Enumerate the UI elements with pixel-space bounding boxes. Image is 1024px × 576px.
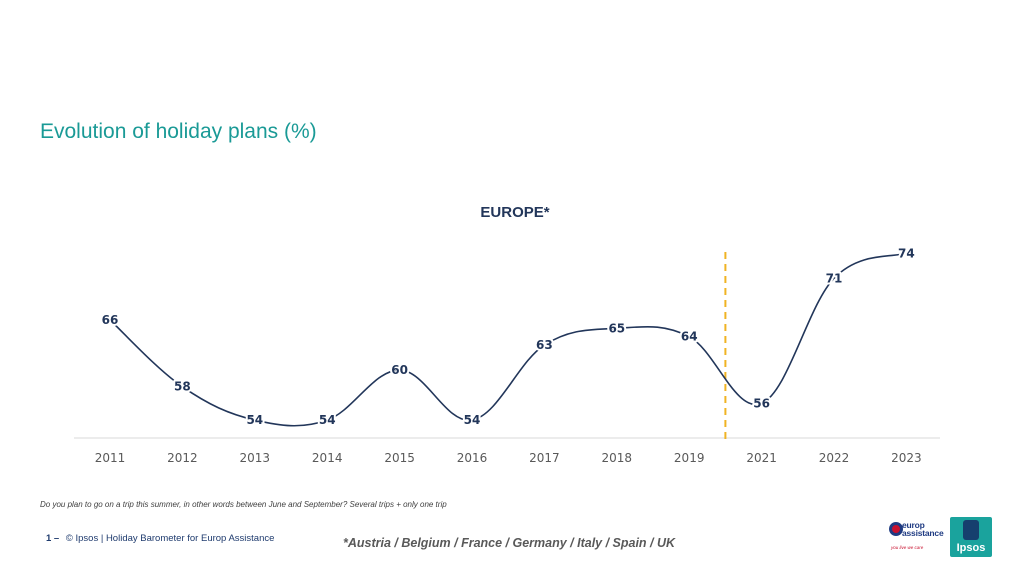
data-label-2014: 54 — [319, 413, 336, 427]
data-label-2013: 54 — [246, 413, 263, 427]
series-line-europe — [109, 252, 907, 427]
europ-assistance-wordmark: europ assistance — [902, 520, 944, 538]
page-number: 1 – — [46, 533, 60, 544]
europ-assistance-logo: europ assistance you live we care — [887, 518, 944, 558]
data-label-2015: 60 — [391, 363, 408, 377]
x-tick-label-2018: 2018 — [602, 451, 633, 465]
footer-copyright: 1 – © Ipsos | Holiday Barometer for Euro… — [46, 533, 274, 544]
countries-note: *Austria / Belgium / France / Germany / … — [343, 536, 676, 550]
data-label-2019: 64 — [681, 330, 698, 344]
x-tick-label-2011: 2011 — [95, 451, 126, 465]
data-label-2018: 65 — [608, 321, 625, 335]
x-tick-label-2017: 2017 — [529, 451, 560, 465]
ipsos-logo: Ipsos — [950, 517, 992, 557]
slide-title: Evolution of holiday plans (%) — [40, 120, 317, 143]
data-label-2012: 58 — [174, 380, 191, 394]
x-tick-label-2014: 2014 — [312, 451, 343, 465]
x-tick-label-2022: 2022 — [819, 451, 850, 465]
europ-assistance-mark-icon — [889, 522, 903, 536]
x-tick-label-2015: 2015 — [384, 451, 415, 465]
survey-question: Do you plan to go on a trip this summer,… — [40, 500, 447, 509]
chart-title: EUROPE* — [480, 204, 550, 221]
ipsos-wordmark: Ipsos — [956, 542, 986, 554]
x-tick-label-2021: 2021 — [746, 451, 777, 465]
data-label-2017: 63 — [536, 338, 553, 352]
data-label-2016: 54 — [464, 413, 481, 427]
data-label-2021: 56 — [753, 396, 770, 410]
x-tick-label-2016: 2016 — [457, 451, 488, 465]
x-tick-label-2012: 2012 — [167, 451, 198, 465]
data-label-2023: 74 — [898, 246, 915, 260]
ipsos-mark-icon — [963, 520, 979, 540]
europ-assistance-tagline: you live we care — [891, 545, 924, 550]
data-label-2011: 66 — [102, 313, 119, 327]
x-tick-label-2023: 2023 — [891, 451, 922, 465]
copyright-text: © Ipsos | Holiday Barometer for Europ As… — [65, 533, 275, 544]
data-label-2022: 71 — [826, 271, 843, 285]
x-tick-label-2013: 2013 — [240, 451, 271, 465]
x-tick-label-2019: 2019 — [674, 451, 705, 465]
